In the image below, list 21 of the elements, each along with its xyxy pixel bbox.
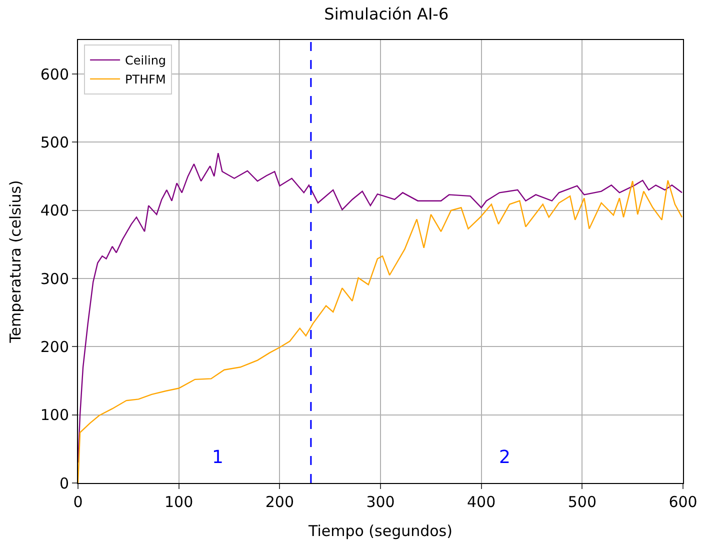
y-tick-label: 0 [59,474,69,492]
y-tick-label: 100 [40,406,69,424]
x-tick-label: 100 [164,493,194,511]
x-axis-title: Tiempo (segundos) [308,522,452,540]
y-tick-label: 300 [40,270,69,288]
x-tick-label: 600 [668,493,698,511]
legend-label: Ceiling [125,54,166,68]
x-tick-label: 400 [467,493,496,511]
y-tick-label: 400 [40,202,69,220]
annotation: 2 [499,447,510,468]
y-tick-label: 600 [40,65,69,84]
x-tick-label: 500 [568,493,596,511]
annotation: 1 [212,447,224,468]
y-tick-label: 500 [40,133,69,152]
y-axis-title: Temperatura (celsius) [6,180,25,344]
y-tick-label: 200 [40,338,69,356]
legend-label: PTHFM [125,72,166,87]
x-tick-label: 0 [73,493,83,511]
chart-title: Simulación AI-6 [324,4,449,24]
x-tick-label: 300 [366,493,395,511]
x-tick-label: 200 [265,493,294,511]
